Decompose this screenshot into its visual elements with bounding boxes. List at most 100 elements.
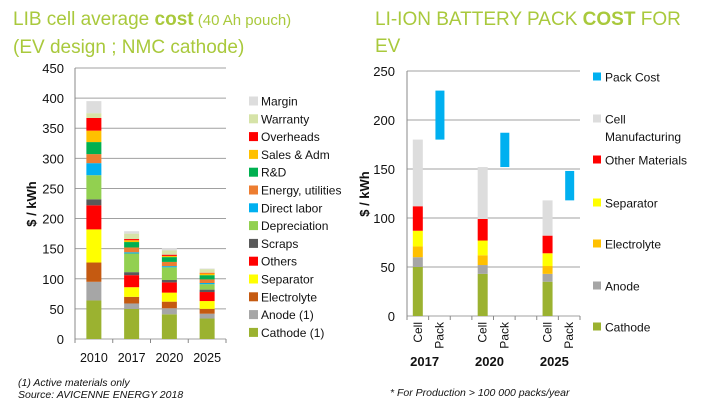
bar-segment-separator-2025 — [199, 301, 215, 309]
legend-swatch — [593, 281, 601, 290]
legend-swatch — [593, 239, 601, 248]
bar-segment-sales-adm-2020 — [161, 255, 177, 258]
title-line2: EV — [375, 36, 401, 57]
bar-segment-cathode-1--2025 — [199, 318, 215, 339]
x-subcategory-label: Pack — [497, 321, 511, 349]
legend-swatch — [249, 167, 258, 177]
legend-label: Cell — [605, 113, 626, 127]
title-end: FOR — [635, 9, 681, 30]
bar-segment-cathode-2017 — [412, 267, 423, 316]
left-chart-title: LIB cell average cost (40 Ah pouch) (EV … — [13, 6, 291, 61]
bar-segment-depreciation-2020 — [161, 267, 177, 280]
legend-label: Sales & Adm — [261, 148, 330, 162]
bar-segment-direct-labor-2025 — [199, 282, 215, 285]
y-tick-label: 350 — [42, 121, 64, 136]
bar-segment-cathode-1--2017 — [124, 308, 140, 339]
x-subcategory-label: Cell — [411, 322, 425, 343]
bar-segment-electrolyte-2025 — [199, 308, 215, 314]
legend-swatch — [249, 185, 258, 195]
bar-segment-anode-2017 — [412, 257, 423, 267]
footnote-left: (1) Active materials only Source: AVICEN… — [18, 377, 183, 401]
bar-segment-anode-1--2025 — [199, 313, 215, 319]
legend-swatch — [249, 132, 258, 142]
legend-swatch — [249, 114, 258, 124]
bar-segment-sales-adm-2017 — [124, 240, 140, 243]
legend-label: Cathode (1) — [261, 326, 324, 340]
bar-segment-overheads-2020 — [161, 254, 177, 256]
bar-segment-electrolyte-2020 — [161, 301, 177, 309]
y-tick-label: 0 — [57, 332, 64, 347]
bar-segment-sales-adm-2010 — [86, 130, 102, 143]
legend-label: R&D — [261, 166, 287, 180]
legend-label: Energy, utilities — [261, 184, 341, 198]
bar-segment-anode-1--2020 — [161, 308, 177, 315]
legend-label: Other Materials — [605, 154, 687, 168]
bar-segment-other-materials-2020 — [477, 218, 488, 241]
y-axis-title: $ / kWh — [24, 181, 39, 227]
bar-segment-cell-manufacturing-2020 — [477, 167, 488, 219]
y-tick-label: 300 — [42, 151, 64, 166]
bar-segment-cathode-2020 — [477, 273, 488, 316]
bar-segment-energy-utilities-2010 — [86, 154, 102, 164]
x-tick-label: 2017 — [118, 351, 146, 365]
x-group-label: 2020 — [475, 354, 504, 369]
x-subcategory-label: Cell — [476, 322, 490, 343]
title-text: LIB cell average — [13, 9, 155, 30]
footnote-right: * For Production > 100 000 packs/year — [390, 387, 570, 399]
legend-swatch — [593, 322, 601, 331]
bar-segment-warranty-2020 — [161, 250, 177, 255]
legend-swatch — [249, 310, 258, 320]
legend-label: Pack Cost — [605, 71, 660, 85]
bar-segment-overheads-2010 — [86, 117, 102, 131]
legend-label: Others — [261, 255, 297, 269]
legend-swatch — [249, 256, 258, 266]
bar-segment-r-d-2025 — [199, 275, 215, 280]
bar-segment-electrolyte-2020 — [477, 255, 488, 266]
bar-segment-other-materials-2017 — [412, 206, 423, 231]
y-tick-label: 250 — [373, 64, 395, 79]
x-subcategory-label: Pack — [432, 321, 446, 349]
y-tick-label: 150 — [42, 242, 64, 257]
y-tick-label: 100 — [42, 272, 64, 287]
bar-segment-others-2025 — [199, 292, 215, 302]
bar-segment-electrolyte-2017 — [124, 296, 140, 304]
bar-segment-warranty-2010 — [86, 113, 102, 118]
bar-segment-electrolyte-2017 — [412, 246, 423, 258]
legend-swatch — [593, 72, 601, 81]
legend-swatch — [249, 327, 258, 337]
bar-segment-electrolyte-2025 — [542, 266, 553, 274]
pack-cost-bar-2017 — [435, 90, 445, 140]
bar-segment-margin-2010 — [86, 101, 102, 114]
bar-segment-overheads-2025 — [199, 272, 215, 274]
x-group-label: 2025 — [540, 354, 569, 369]
legend-label: Manufacturing — [605, 130, 681, 144]
bar-segment-warranty-2017 — [124, 233, 140, 240]
title-text: LI-ION BATTERY PACK — [375, 9, 583, 30]
footnote-active-materials: (1) Active materials only — [18, 377, 130, 389]
bar-segment-warranty-2025 — [199, 269, 215, 273]
legend-label: Electrolyte — [261, 290, 317, 304]
legend-swatch — [593, 155, 601, 164]
title-bold: cost — [154, 9, 194, 30]
legend-label: Margin — [261, 95, 298, 109]
bar-segment-margin-2025 — [199, 268, 215, 270]
pack-cost-bar-2025 — [565, 170, 575, 201]
bar-segment-anode-2025 — [542, 273, 553, 282]
bar-segment-depreciation-2017 — [124, 253, 140, 273]
bar-segment-depreciation-2010 — [86, 175, 102, 200]
y-axis-title: $ / kWh — [357, 171, 372, 217]
bar-segment-energy-utilities-2020 — [161, 261, 177, 267]
bar-segment-direct-labor-2020 — [161, 266, 177, 268]
pack-cost-bar-2020 — [500, 132, 510, 168]
bar-segment-scraps-2010 — [86, 199, 102, 206]
title-line2: (EV design ; NMC cathode) — [13, 37, 245, 58]
legend-swatch — [249, 203, 258, 213]
legend-label: Anode (1) — [261, 308, 314, 322]
bar-segment-separator-2020 — [477, 240, 488, 256]
x-tick-label: 2020 — [155, 351, 183, 365]
x-tick-label: 2010 — [80, 351, 108, 365]
legend-label: Separator — [261, 273, 314, 287]
right-chart-title: LI-ION BATTERY PACK COST FOR EV — [375, 6, 681, 60]
legend-swatch — [593, 198, 601, 207]
legend-swatch — [249, 238, 258, 248]
